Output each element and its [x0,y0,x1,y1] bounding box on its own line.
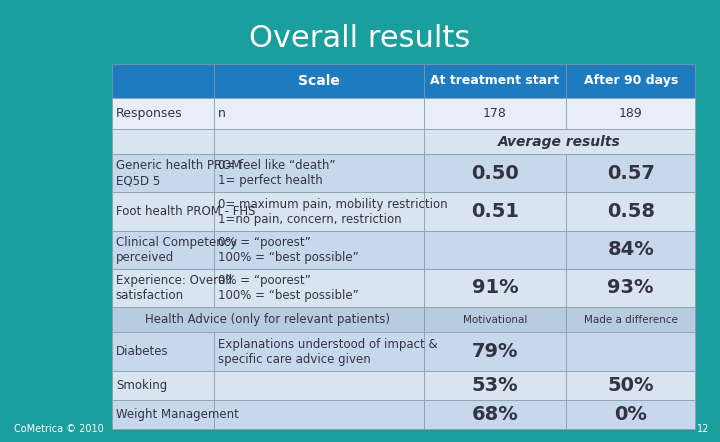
Bar [423,64,567,98]
Bar [112,192,214,231]
Bar [214,192,423,231]
Text: n: n [218,107,226,120]
Bar [567,192,695,231]
Bar [214,64,423,98]
Bar [214,332,423,371]
Bar [567,64,695,98]
Text: Diabetes: Diabetes [116,345,168,358]
Text: Explanations understood of impact &
specific care advice given: Explanations understood of impact & spec… [218,338,438,366]
Bar [112,332,214,371]
Bar [423,400,567,429]
Text: CoMetrica © 2010: CoMetrica © 2010 [14,424,104,434]
Bar [214,371,423,400]
Text: 84%: 84% [607,240,654,259]
Text: 0.51: 0.51 [471,202,519,221]
Text: 0.57: 0.57 [607,164,654,183]
Text: Foot health PROM - FHS: Foot health PROM - FHS [116,205,256,218]
Text: Responses: Responses [116,107,183,120]
Text: 12: 12 [697,424,709,434]
Text: 93%: 93% [608,278,654,297]
Text: At treatment start: At treatment start [431,74,559,88]
Bar [567,269,695,307]
Text: 68%: 68% [472,405,518,423]
Text: 178: 178 [483,107,507,120]
Bar [567,332,695,371]
Bar [112,371,214,400]
Text: Motivational: Motivational [463,315,527,325]
Text: Made a difference: Made a difference [584,315,678,325]
Text: 53%: 53% [472,376,518,395]
Bar [423,231,567,269]
Text: 189: 189 [618,107,642,120]
Bar [423,269,567,307]
Bar [423,307,567,332]
Text: Experience: Overall
satisfaction: Experience: Overall satisfaction [116,274,232,302]
Bar [214,231,423,269]
Text: Smoking: Smoking [116,379,167,392]
Text: 0% = “poorest”
100% = “best possible”: 0% = “poorest” 100% = “best possible” [218,274,359,302]
Bar [567,371,695,400]
Text: 0.50: 0.50 [471,164,519,183]
Bar [567,231,695,269]
Text: Scale: Scale [297,74,340,88]
Bar [214,98,423,129]
Bar [112,231,214,269]
Text: 50%: 50% [608,376,654,395]
Bar [423,371,567,400]
Text: After 90 days: After 90 days [583,74,678,88]
Bar [112,400,214,429]
Bar [112,269,214,307]
Bar [567,154,695,192]
Text: Average results: Average results [498,134,621,149]
Text: Clinical Competency
perceived: Clinical Competency perceived [116,236,237,264]
Text: 91%: 91% [472,278,518,297]
Bar [567,98,695,129]
Bar [214,269,423,307]
Bar [567,400,695,429]
Bar [112,307,423,332]
Bar [112,154,214,192]
Text: 79%: 79% [472,342,518,361]
Bar [214,129,423,154]
Bar [423,154,567,192]
Text: 0= feel like “death”
1= perfect health: 0= feel like “death” 1= perfect health [218,160,336,187]
Bar [112,129,214,154]
Text: Health Advice (only for relevant patients): Health Advice (only for relevant patient… [145,313,390,326]
Bar [112,64,214,98]
Bar [112,98,214,129]
Text: 0%: 0% [614,405,647,423]
Bar [214,400,423,429]
Text: Generic health PROM -
EQ5D 5: Generic health PROM - EQ5D 5 [116,160,250,187]
Text: 0= maximum pain, mobility restriction
1=no pain, concern, restriction: 0= maximum pain, mobility restriction 1=… [218,198,448,225]
Bar [423,192,567,231]
Text: 0.58: 0.58 [607,202,654,221]
Bar [567,307,695,332]
Bar [214,154,423,192]
Bar [423,98,567,129]
Bar [423,129,695,154]
Text: Overall results: Overall results [249,24,471,53]
Text: Weight Management: Weight Management [116,408,239,421]
Text: 0% = “poorest”
100% = “best possible”: 0% = “poorest” 100% = “best possible” [218,236,359,264]
Bar [423,332,567,371]
